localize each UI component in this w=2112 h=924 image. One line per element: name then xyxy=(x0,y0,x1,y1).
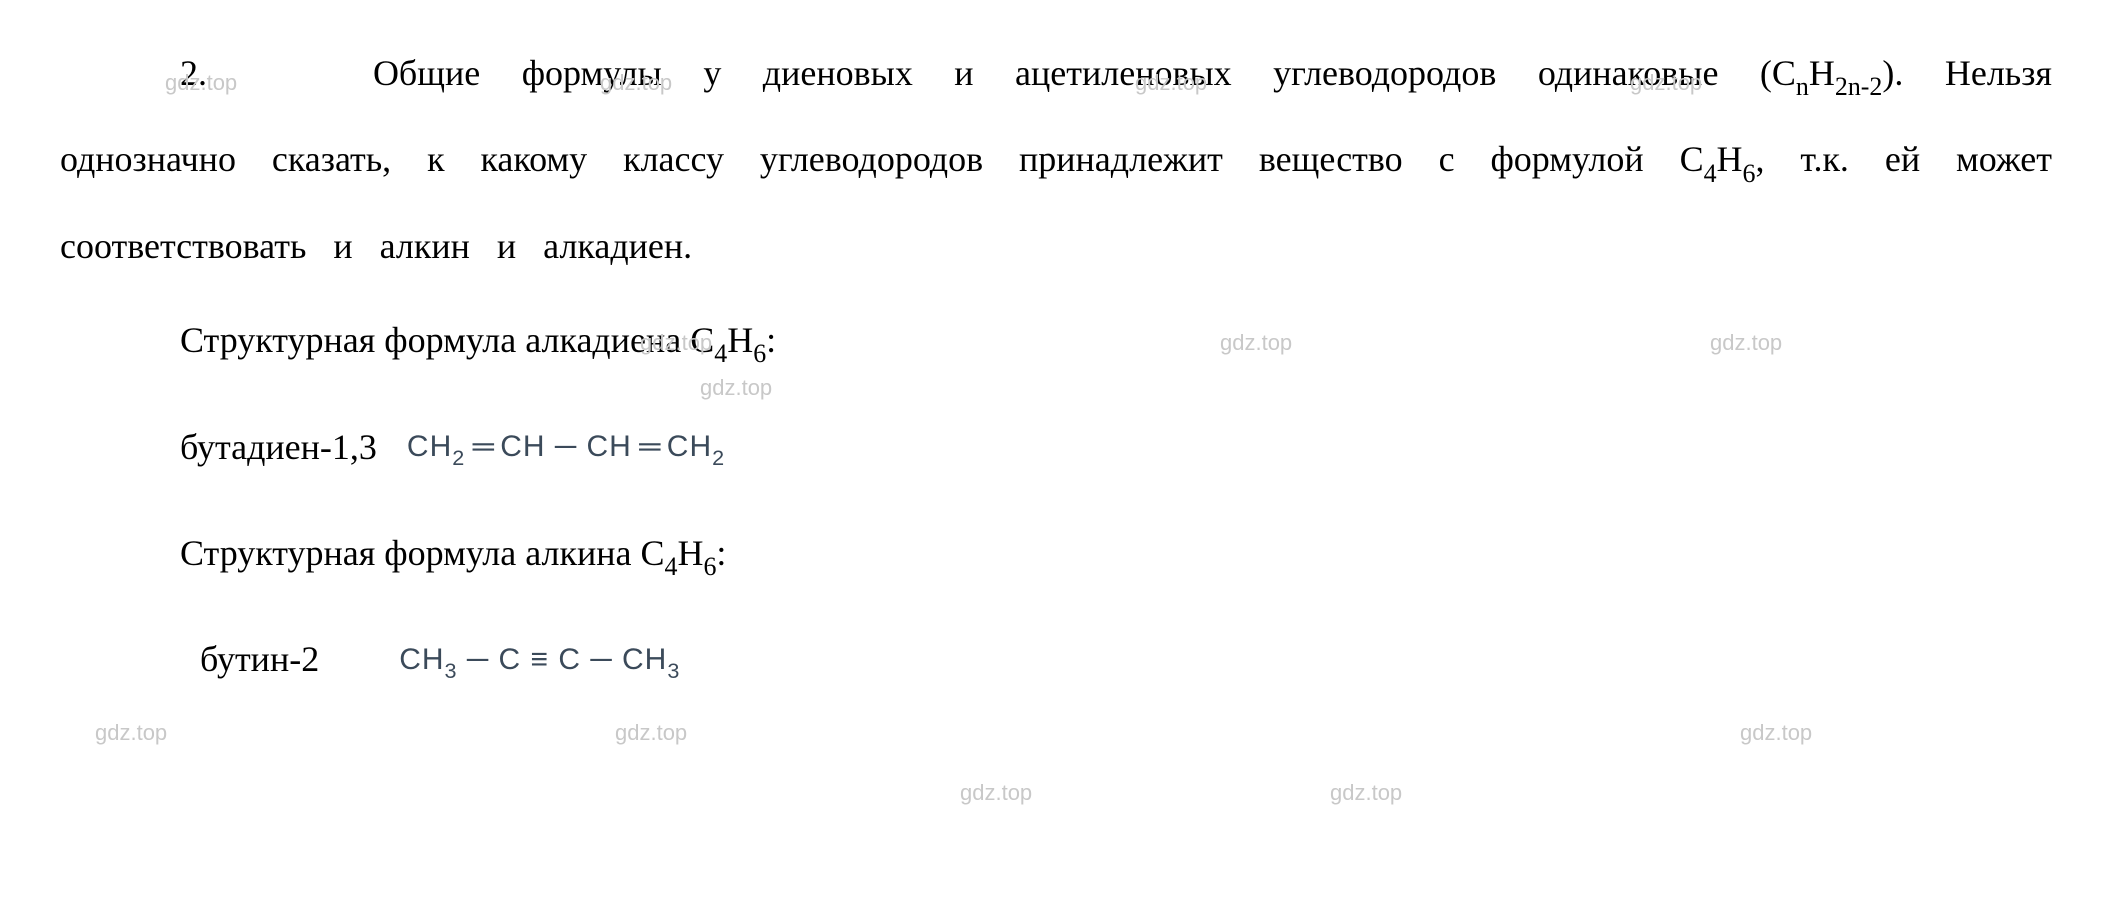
f-ch2-4: CH xyxy=(667,430,712,463)
f-dbond-1: ═ xyxy=(465,430,500,463)
butin-label: бутин-2 xyxy=(200,616,319,702)
paragraph-3: Структурная формула алкина C4H6: xyxy=(60,510,2052,596)
subscript-6b: 6 xyxy=(753,339,766,368)
butadien-formula: CH2 ═ CH ─ CH ═ CH2 xyxy=(407,411,725,483)
butin-line: бутин-2 CH3 ─ C ≡ C ─ CH3 xyxy=(140,616,2052,702)
watermark-text: gdz.top xyxy=(95,720,167,746)
para1-h2: H xyxy=(1717,139,1743,179)
g-sub3-2: 3 xyxy=(667,658,680,683)
watermark-text: gdz.top xyxy=(960,780,1032,806)
g-c-1: C xyxy=(499,643,522,676)
para1-text-a: Общие формулы у диеновых и ацетиленовых … xyxy=(373,53,1796,93)
watermark-text: gdz.top xyxy=(615,720,687,746)
f-sbond-1: ─ xyxy=(546,430,587,463)
subscript-n: n xyxy=(1796,72,1809,101)
para3-h: H xyxy=(677,533,703,573)
para2-h: H xyxy=(727,320,753,360)
document-body: 2. Общие формулы у диеновых и ацетиленов… xyxy=(60,30,2052,703)
f-ch-3: CH xyxy=(587,430,632,463)
para2-colon: : xyxy=(766,320,776,360)
watermark-text: gdz.top xyxy=(1330,780,1402,806)
subscript-4a: 4 xyxy=(1704,159,1717,188)
f-sub2-1: 2 xyxy=(452,445,465,470)
para1-h1: H xyxy=(1809,53,1835,93)
g-ch3-1: CH xyxy=(399,643,444,676)
question-number: 2. xyxy=(180,53,207,93)
para3-colon: : xyxy=(716,533,726,573)
subscript-6a: 6 xyxy=(1743,159,1756,188)
subscript-4b: 4 xyxy=(714,339,727,368)
f-ch-2: CH xyxy=(500,430,545,463)
paragraph-2: Структурная формула алкадиена C4H6: xyxy=(60,297,2052,383)
f-sub2-4: 2 xyxy=(712,445,725,470)
f-dbond-2: ═ xyxy=(632,430,667,463)
watermark-text: gdz.top xyxy=(1740,720,1812,746)
g-ch3-2: CH xyxy=(622,643,667,676)
subscript-4c: 4 xyxy=(665,552,678,581)
butin-formula: CH3 ─ C ≡ C ─ CH3 xyxy=(399,624,680,696)
f-ch2-1: CH xyxy=(407,430,452,463)
g-tbond: ≡ xyxy=(521,643,558,676)
para2-text: Структурная формула алкадиена C xyxy=(180,320,714,360)
paragraph-1: 2. Общие формулы у диеновых и ацетиленов… xyxy=(60,30,2052,289)
butadien-label: бутадиен-1,3 xyxy=(180,404,377,490)
g-sub3-1: 3 xyxy=(445,658,458,683)
subscript-2n2: 2n-2 xyxy=(1835,72,1883,101)
g-sbond-1: ─ xyxy=(458,643,499,676)
butadien-line: бутадиен-1,3 CH2 ═ CH ─ CH ═ CH2 xyxy=(180,404,2052,490)
g-sbond-2: ─ xyxy=(581,643,622,676)
subscript-6c: 6 xyxy=(703,552,716,581)
para3-text: Структурная формула алкина C xyxy=(180,533,665,573)
g-c-2: C xyxy=(558,643,581,676)
